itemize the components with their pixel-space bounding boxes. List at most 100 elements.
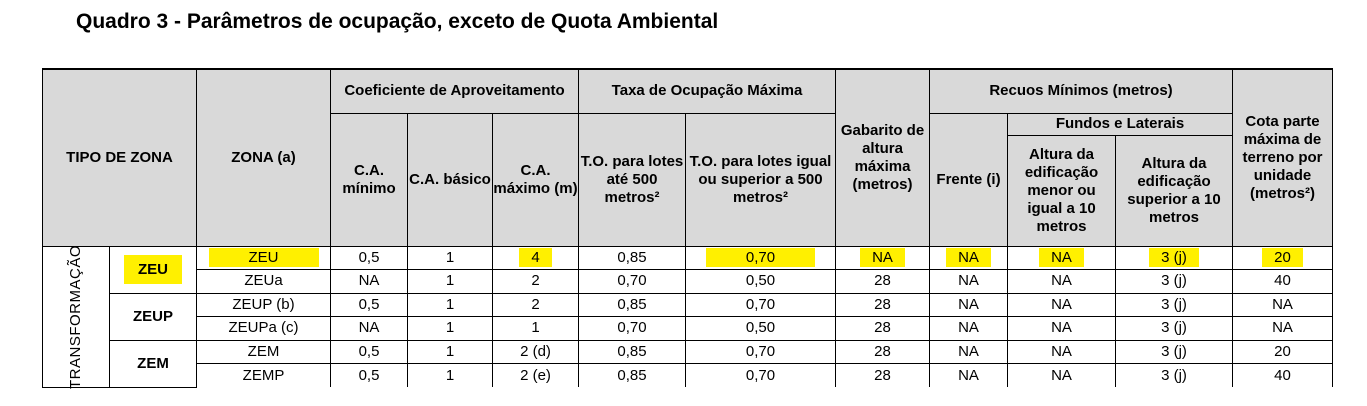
altura-menor-cell: NA: [1007, 269, 1116, 294]
cota-cell: NA: [1232, 316, 1333, 341]
to-sup-cell: 0,70: [685, 245, 836, 270]
altura-sup-cell: 3 (j): [1115, 245, 1233, 270]
altura-menor-cell: NA: [1007, 339, 1116, 364]
altura-sup-cell: 3 (j): [1115, 292, 1233, 317]
ca-max-cell: 2: [492, 269, 579, 294]
gabarito-cell: NA: [835, 245, 930, 270]
gabarito-cell: 28: [835, 339, 930, 364]
ca-bas-cell: 1: [407, 339, 493, 364]
zona-cell: ZEUPa (c): [196, 316, 331, 341]
altura-menor-cell: NA: [1007, 245, 1116, 270]
header-fundos-laterais: Fundos e Laterais: [1007, 112, 1233, 136]
gabarito-cell: 28: [835, 292, 930, 317]
header-altura-superior: Altura da edificação superior a 10 metro…: [1115, 134, 1233, 247]
to-sup-cell: 0,70: [685, 292, 836, 317]
header-taxa-ocupacao: Taxa de Ocupação Máxima: [578, 68, 836, 114]
frente-cell: NA: [929, 269, 1008, 294]
header-altura-menor: Altura da edificação menor ou igual a 10…: [1007, 134, 1116, 247]
altura-sup-cell: 3 (j): [1115, 339, 1233, 364]
group-cell-zeu: ZEU: [109, 245, 197, 294]
group-cell-zeup: ZEUP: [109, 292, 197, 341]
gabarito-cell: 28: [835, 316, 930, 341]
ca-max-value: 4: [519, 247, 552, 267]
frente-cell: NA: [929, 245, 1008, 270]
ca-bas-cell: 1: [407, 316, 493, 341]
ca-min-cell: 0,5: [330, 363, 408, 387]
zona-cell: ZEUP (b): [196, 292, 331, 317]
header-frente: Frente (i): [929, 112, 1008, 247]
zona-cell: ZEU: [196, 245, 331, 270]
ca-bas-cell: 1: [407, 269, 493, 294]
table-row: ZEUPa (c) NA 1 1 0,70 0,50 28 NA NA 3 (j…: [43, 316, 1333, 341]
to-sup-cell: 0,70: [685, 339, 836, 364]
ca-min-cell: 0,5: [330, 339, 408, 364]
frente-cell: NA: [929, 292, 1008, 317]
header-recuos: Recuos Mínimos (metros): [929, 68, 1233, 114]
cota-cell: 20: [1232, 339, 1333, 364]
header-gabarito: Gabarito de altura máxima (metros): [835, 68, 930, 247]
table-row: ZEUa NA 1 2 0,70 0,50 28 NA NA 3 (j) 40: [43, 269, 1333, 294]
ca-min-cell: 0,5: [330, 245, 408, 270]
to-sup-cell: 0,50: [685, 316, 836, 341]
table-row: ZEMP 0,5 1 2 (e) 0,85 0,70 28 NA NA 3 (j…: [43, 363, 1333, 387]
header-ca-basico: C.A. básico: [407, 112, 493, 247]
table-row: ZEUP ZEUP (b) 0,5 1 2 0,85 0,70 28 NA NA…: [43, 292, 1333, 341]
ca-max-cell: 4: [492, 245, 579, 270]
group-cell-zem: ZEM: [109, 339, 197, 388]
ca-max-cell: 2 (e): [492, 363, 579, 387]
altura-menor-cell: NA: [1007, 292, 1116, 317]
to-sup-value: 0,70: [705, 247, 816, 267]
to-ate-cell: 0,85: [578, 245, 686, 270]
header-zona: ZONA (a): [196, 68, 331, 247]
frente-cell: NA: [929, 339, 1008, 364]
to-sup-cell: 0,50: [685, 269, 836, 294]
to-ate-cell: 0,70: [578, 269, 686, 294]
gabarito-cell: 28: [835, 363, 930, 387]
group-label: ZEU: [124, 254, 182, 284]
to-ate-cell: 0,85: [578, 292, 686, 317]
altura-sup-cell: 3 (j): [1115, 269, 1233, 294]
zona-value: ZEU: [208, 247, 319, 267]
ca-min-cell: NA: [330, 269, 408, 294]
header-ca-minimo: C.A. mínimo: [330, 112, 408, 247]
header-cota: Cota parte máxima de terreno por unidade…: [1232, 68, 1333, 247]
cota-value: 20: [1262, 247, 1303, 267]
frente-cell: NA: [929, 316, 1008, 341]
gabarito-value: NA: [860, 247, 905, 267]
altura-sup-cell: 3 (j): [1115, 316, 1233, 341]
frente-cell: NA: [929, 363, 1008, 387]
header-coeficiente: Coeficiente de Aproveitamento: [330, 68, 579, 114]
zona-cell: ZEMP: [196, 363, 331, 387]
to-ate-cell: 0,70: [578, 316, 686, 341]
ca-bas-cell: 1: [407, 292, 493, 317]
ca-max-cell: 2: [492, 292, 579, 317]
altura-menor-cell: NA: [1007, 316, 1116, 341]
to-ate-cell: 0,85: [578, 363, 686, 387]
table-row: TRANSFORMAÇÃO ZEU ZEU 0,5 1 4 0,85 0,70 …: [42, 244, 1333, 389]
ca-bas-cell: 1: [407, 245, 493, 270]
parameters-table: TIPO DE ZONA ZONA (a) Coeficiente de Apr…: [42, 68, 1333, 389]
gabarito-cell: 28: [835, 269, 930, 294]
zona-cell: ZEUa: [196, 269, 331, 294]
zona-cell: ZEM: [196, 339, 331, 364]
ca-max-cell: 2 (d): [492, 339, 579, 364]
altura-menor-value: NA: [1039, 247, 1084, 267]
ca-bas-cell: 1: [407, 363, 493, 387]
cota-cell: NA: [1232, 292, 1333, 317]
tipo-de-zona-cell: TRANSFORMAÇÃO: [42, 244, 110, 389]
page-title: Quadro 3 - Parâmetros de ocupação, excet…: [76, 10, 719, 33]
header-to-ate-500: T.O. para lotes até 500 metros²: [578, 112, 686, 247]
to-sup-cell: 0,70: [685, 363, 836, 387]
cota-cell: 40: [1232, 363, 1333, 387]
header-to-superior-500: T.O. para lotes igual ou superior a 500 …: [685, 112, 836, 247]
to-ate-cell: 0,85: [578, 339, 686, 364]
cota-cell: 20: [1232, 245, 1333, 270]
altura-sup-cell: 3 (j): [1115, 363, 1233, 387]
ca-max-cell: 1: [492, 316, 579, 341]
header-ca-maximo: C.A. máximo (m): [492, 112, 579, 247]
ca-min-cell: 0,5: [330, 292, 408, 317]
ca-min-cell: NA: [330, 316, 408, 341]
cota-cell: 40: [1232, 269, 1333, 294]
frente-value: NA: [946, 247, 991, 267]
altura-sup-value: 3 (j): [1149, 247, 1199, 267]
